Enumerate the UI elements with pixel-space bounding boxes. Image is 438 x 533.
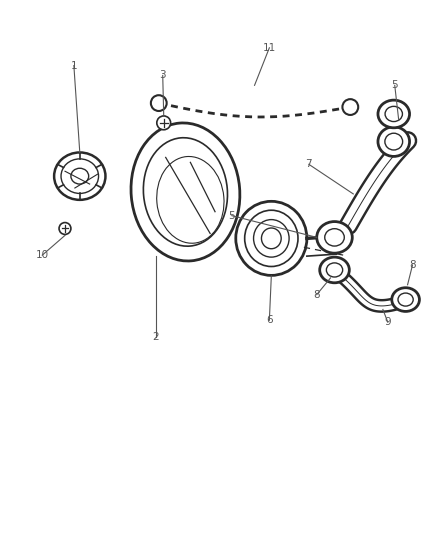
- Text: 7: 7: [306, 159, 312, 169]
- Text: 3: 3: [159, 70, 166, 80]
- Ellipse shape: [392, 288, 420, 311]
- Circle shape: [343, 99, 358, 115]
- Circle shape: [157, 116, 171, 130]
- Ellipse shape: [317, 222, 352, 253]
- Ellipse shape: [320, 257, 350, 283]
- Text: 8: 8: [409, 260, 416, 270]
- Text: 5: 5: [392, 80, 398, 90]
- Circle shape: [151, 95, 167, 111]
- Text: 9: 9: [385, 317, 391, 327]
- Text: 8: 8: [314, 289, 320, 300]
- Text: 2: 2: [152, 332, 159, 342]
- Text: 6: 6: [266, 316, 273, 325]
- Text: 5: 5: [229, 211, 235, 221]
- Text: 1: 1: [71, 61, 77, 70]
- Circle shape: [59, 223, 71, 235]
- Ellipse shape: [378, 127, 410, 156]
- Text: 10: 10: [36, 250, 49, 260]
- Text: 11: 11: [263, 43, 276, 53]
- Ellipse shape: [378, 100, 410, 128]
